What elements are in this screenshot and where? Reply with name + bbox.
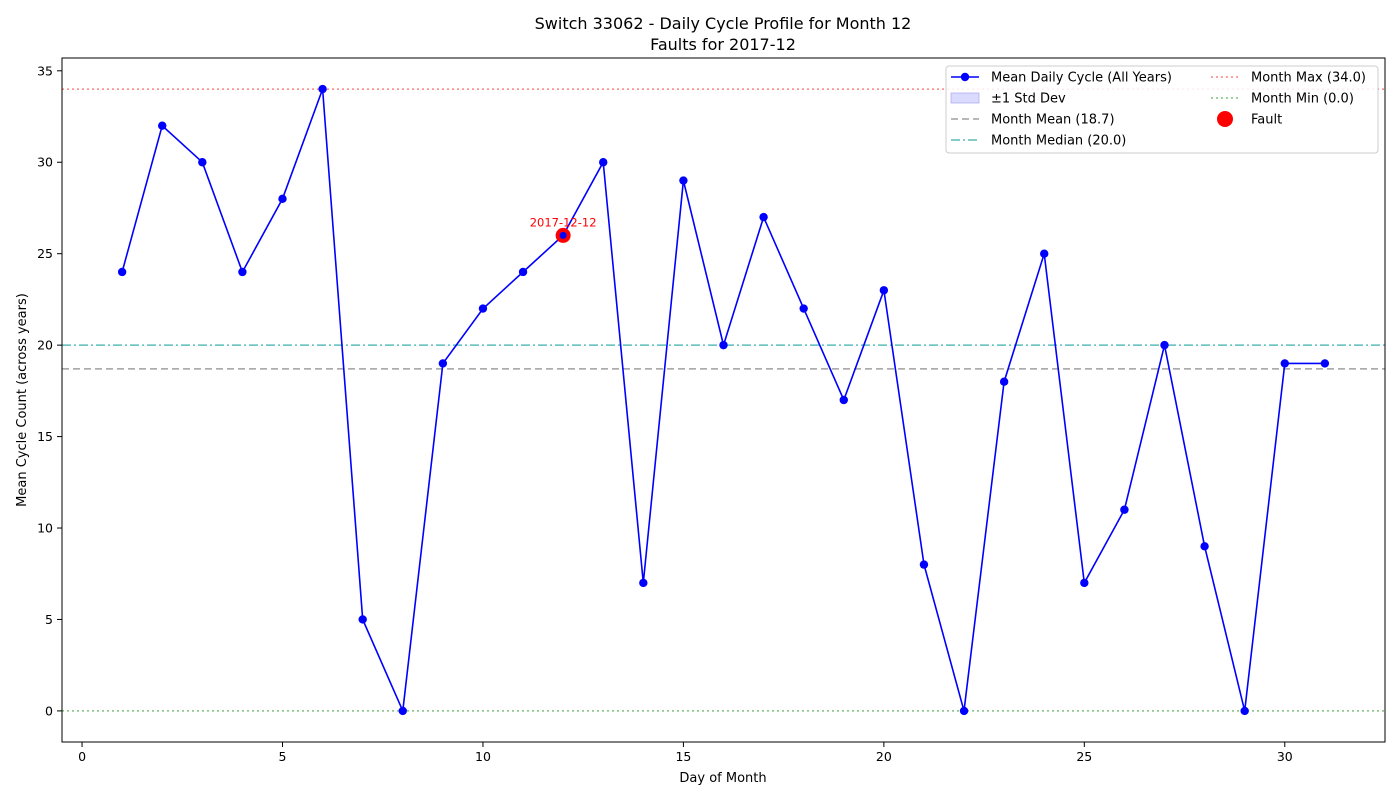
- y-tick-label: 30: [37, 155, 53, 170]
- data-point: [719, 340, 728, 350]
- x-tick-label: 25: [1076, 749, 1092, 764]
- data-point: [1200, 542, 1209, 551]
- series-line-0: [121, 88, 1325, 714]
- data-point: [358, 615, 367, 624]
- x-tick-label: 0: [78, 749, 86, 764]
- legend-swatch-std-band: [950, 92, 980, 104]
- data-point: [599, 158, 608, 167]
- data-point: [959, 706, 969, 716]
- fault-annotation: 2017-12-12: [530, 215, 597, 229]
- data-point: [1040, 249, 1049, 258]
- data-point: [1120, 505, 1129, 514]
- y-tick-label: 5: [45, 612, 53, 627]
- y-tick-label: 15: [37, 429, 53, 444]
- fault-layer: 2017-12-12: [530, 215, 597, 243]
- x-axis-ticks: 0 5 10 15 20 25 30: [78, 742, 1293, 764]
- legend-label: ±1 Std Dev: [991, 92, 1066, 107]
- fault-point: [559, 231, 567, 239]
- y-tick-label: 25: [37, 246, 53, 261]
- data-point: [999, 377, 1009, 386]
- data-point: [1080, 578, 1089, 588]
- legend-label: Month Max (34.0): [1251, 71, 1366, 86]
- data-point: [1240, 706, 1249, 716]
- y-tick-label: 35: [37, 63, 53, 78]
- data-point: [158, 121, 167, 130]
- data-point: [117, 267, 127, 277]
- data-point: [198, 158, 207, 167]
- reference-lines: [62, 88, 1385, 712]
- data-point: [1320, 359, 1330, 368]
- data-point: [438, 359, 448, 368]
- data-point: [679, 176, 688, 185]
- plot-frame: [61, 57, 1386, 743]
- x-tick-label: 10: [475, 749, 491, 764]
- chart-title: Switch 33062 - Daily Cycle Profile for M…: [535, 14, 912, 33]
- legend-label: Month Mean (18.7): [991, 113, 1115, 128]
- data-point: [879, 286, 889, 295]
- y-tick-label: 20: [37, 338, 53, 353]
- x-tick-label: 30: [1277, 749, 1293, 764]
- x-tick-label: 20: [876, 749, 892, 764]
- data-point: [919, 560, 929, 569]
- data-point: [238, 267, 247, 277]
- legend-label: Month Median (20.0): [991, 134, 1126, 149]
- data-point: [839, 395, 848, 405]
- data-point: [639, 578, 648, 588]
- y-tick-label: 0: [45, 703, 53, 718]
- series-layer: [117, 84, 1330, 716]
- y-tick-label: 10: [37, 521, 53, 536]
- legend: Mean Daily Cycle (All Years) ±1 Std Dev Mo…: [945, 65, 1379, 154]
- data-point: [398, 706, 407, 716]
- data-point: [799, 304, 808, 313]
- data-point: [759, 212, 768, 222]
- x-tick-label: 15: [675, 749, 691, 764]
- legend-swatch-series-marker: [960, 72, 970, 82]
- data-point: [318, 84, 327, 94]
- x-axis-label: Day of Month: [679, 771, 766, 786]
- data-point: [478, 304, 488, 313]
- data-point: [1160, 340, 1169, 350]
- y-axis-label: Mean Cycle Count (across years): [15, 293, 30, 507]
- legend-label: Fault: [1251, 113, 1282, 128]
- data-point: [1280, 359, 1289, 368]
- legend-swatch-fault: [1217, 111, 1233, 127]
- legend-label: Mean Daily Cycle (All Years): [991, 71, 1172, 86]
- data-point: [278, 194, 287, 204]
- x-tick-label: 5: [279, 749, 287, 764]
- legend-box: [945, 65, 1379, 154]
- chart-subtitle: Faults for 2017-12: [650, 35, 796, 54]
- data-point: [518, 267, 528, 277]
- y-axis-ticks: 0 5 10 15 20 25 30 35: [37, 63, 62, 718]
- legend-label: Month Min (0.0): [1251, 92, 1354, 107]
